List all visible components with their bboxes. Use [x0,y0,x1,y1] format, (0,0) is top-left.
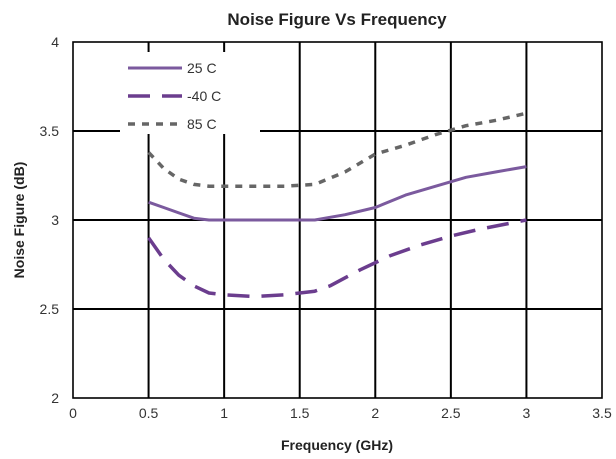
series-lines [147,111,527,299]
y-tick-label: 4 [51,34,59,50]
x-tick-label: 1 [220,405,228,421]
series-line-2 [147,111,527,188]
x-tick-label: 3.5 [592,405,612,421]
plot-frame [72,41,603,399]
x-axis-label: Frequency (GHz) [281,437,393,453]
x-tick-label: 0 [69,405,77,421]
x-tick-label: 2.5 [441,405,461,421]
x-tick-label: 2 [371,405,379,421]
legend-label: -40 C [187,88,221,104]
tick-labels: 0 0.5 1 1.5 2 2.5 3 3.5 2 2.5 3 3.5 4 [40,34,612,421]
y-tick-label: 3 [51,212,59,228]
y-tick-label: 2 [51,390,59,406]
x-tick-label: 0.5 [139,405,159,421]
y-tick-label: 2.5 [40,301,60,317]
x-tick-label: 3 [523,405,531,421]
x-tick-label: 1.5 [290,405,310,421]
legend: 25 C -40 C 85 C [120,52,260,134]
series-line-0 [148,165,527,222]
legend-label: 25 C [187,60,217,76]
legend-label: 85 C [187,116,217,132]
series-line-1 [147,218,527,299]
y-tick-label: 3.5 [40,123,60,139]
y-axis-label: Noise Figure (dB) [11,162,27,279]
chart-title: Noise Figure Vs Frequency [227,10,447,29]
legend-background [120,52,260,134]
